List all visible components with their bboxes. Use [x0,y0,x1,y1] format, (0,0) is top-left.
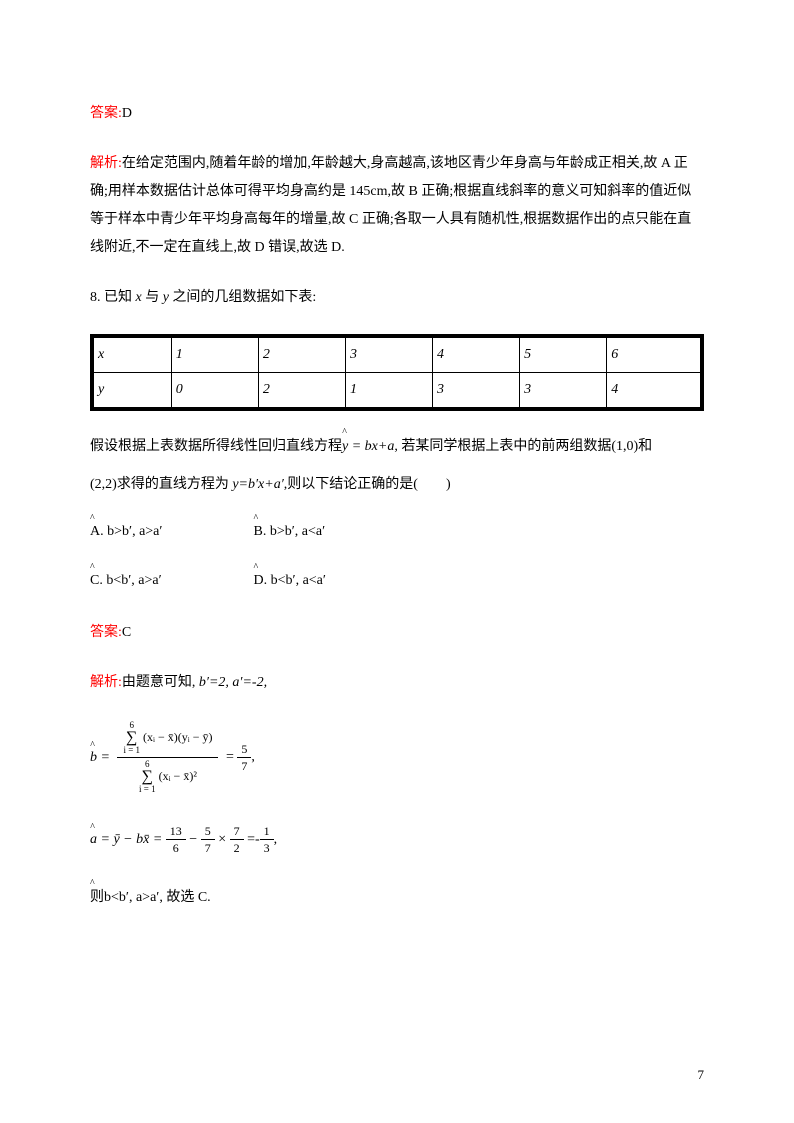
option-b: B. b>b′, a<a′ [254,521,326,542]
options: A. b>b′, a>a′ B. b>b′, a<a′ C. b<b′, a>a… [90,521,704,591]
cell: 2 [258,336,345,373]
q8p2-pre: (2,2)求得的直线方程为 [90,477,232,492]
cell: 5 [520,336,607,373]
answer8-label: 答案: [90,625,122,640]
option-d: D. b<b′, a<a′ [254,570,326,591]
sigma-icon: 6 ∑ i = 1 [123,721,140,755]
q8p1-eq: y = bx+a [342,433,394,461]
fa-f1: 136 [166,824,186,856]
q8p1-mid: , 若某同学根据上表中的前两组数据(1,0)和 [394,439,652,454]
cell: 6 [607,336,702,373]
option-a: A. b>b′, a>a′ [90,521,250,542]
q8-mid1: 与 [142,290,163,305]
q8p2-post: ,则以下结论正确的是( ) [284,477,451,492]
question-8-stem: 8. 已知 x 与 y 之间的几组数据如下表: [90,284,704,312]
cell: y [92,373,171,410]
sigma-icon: 6 ∑ i = 1 [139,760,156,794]
page-number: 7 [698,1067,705,1083]
cell: 3 [433,373,520,410]
table-row: y 0 2 1 3 3 4 [92,373,702,410]
cell: x [92,336,171,373]
conclusion: 则b<b′, a>a′, 故选 C. [90,884,704,912]
answer7-value: D [122,106,132,121]
table-row: x 1 2 3 4 5 6 [92,336,702,373]
fa-lhs: a = ȳ − bx̄ = [90,832,162,849]
analysis-8: 解析:由题意可知, b′=2, a′=-2, [90,669,704,697]
formula-a: a = ȳ − bx̄ = 136 − 57 × 72 =-13, [90,824,704,856]
fb-bigfrac: 6 ∑ i = 1 (xᵢ − x̄)(yᵢ − ȳ) 6 ∑ i = 1 (x… [117,719,218,796]
analysis8-label: 解析: [90,675,122,690]
cell: 2 [258,373,345,410]
answer-7: 答案:D [90,100,704,128]
answer8-value: C [122,625,131,640]
option-row-ab: A. b>b′, a>a′ B. b>b′, a<a′ [90,521,704,542]
analysis-7: 解析:在给定范围内,随着年龄的增加,年龄越大,身高越高,该地区青少年身高与年龄成… [90,150,704,262]
fb-den: 6 ∑ i = 1 (xᵢ − x̄)² [133,758,203,796]
fb-comma: , [251,750,255,765]
analysis7-text: 在给定范围内,随着年龄的增加,年龄越大,身高越高,该地区青少年身高与年龄成正相关… [90,156,691,255]
analysis8-vals: b′=2, a′=-2, [199,675,267,690]
answer7-label: 答案: [90,106,122,121]
q8p1-pre: 假设根据上表数据所得线性回归直线方程 [90,439,342,454]
data-table: x 1 2 3 4 5 6 y 0 2 1 3 3 4 [90,334,704,411]
formula-b: b = 6 ∑ i = 1 (xᵢ − x̄)(yᵢ − ȳ) 6 ∑ i = … [90,719,704,796]
fa-f2: 57 [201,824,215,856]
fb-num: 6 ∑ i = 1 (xᵢ − x̄)(yᵢ − ȳ) [117,719,218,758]
q8p2-eq: y=b′x+a′ [232,477,283,492]
cell: 3 [520,373,607,410]
cell: 4 [433,336,520,373]
q8-t1: 已知 [104,290,136,305]
conclusion-text: 则b<b′, a>a′, 故选 C. [90,884,211,912]
fa-f3: 72 [230,824,244,856]
option-row-cd: C. b<b′, a>a′ D. b<b′, a<a′ [90,570,704,591]
cell: 1 [171,336,258,373]
cell: 4 [607,373,702,410]
cell: 3 [345,336,432,373]
analysis7-label: 解析: [90,156,122,171]
fa-f4: 13 [260,824,274,856]
analysis8-text: 由题意可知, [122,675,199,690]
fb-rhs-frac: 5 7 [237,742,251,774]
page-content: 答案:D 解析:在给定范围内,随着年龄的增加,年龄越大,身高越高,该地区青少年身… [0,0,794,974]
cell: 0 [171,373,258,410]
cell: 1 [345,373,432,410]
q8-para2: (2,2)求得的直线方程为 y=b′x+a′,则以下结论正确的是( ) [90,471,704,499]
q8-after: 之间的几组数据如下表: [169,290,316,305]
q8-prefix: 8. [90,290,101,305]
option-c: C. b<b′, a>a′ [90,570,250,591]
fb-lhs: b = [90,750,110,767]
q8-para1: 假设根据上表数据所得线性回归直线方程y = bx+a, 若某同学根据上表中的前两… [90,433,704,461]
answer-8: 答案:C [90,619,704,647]
